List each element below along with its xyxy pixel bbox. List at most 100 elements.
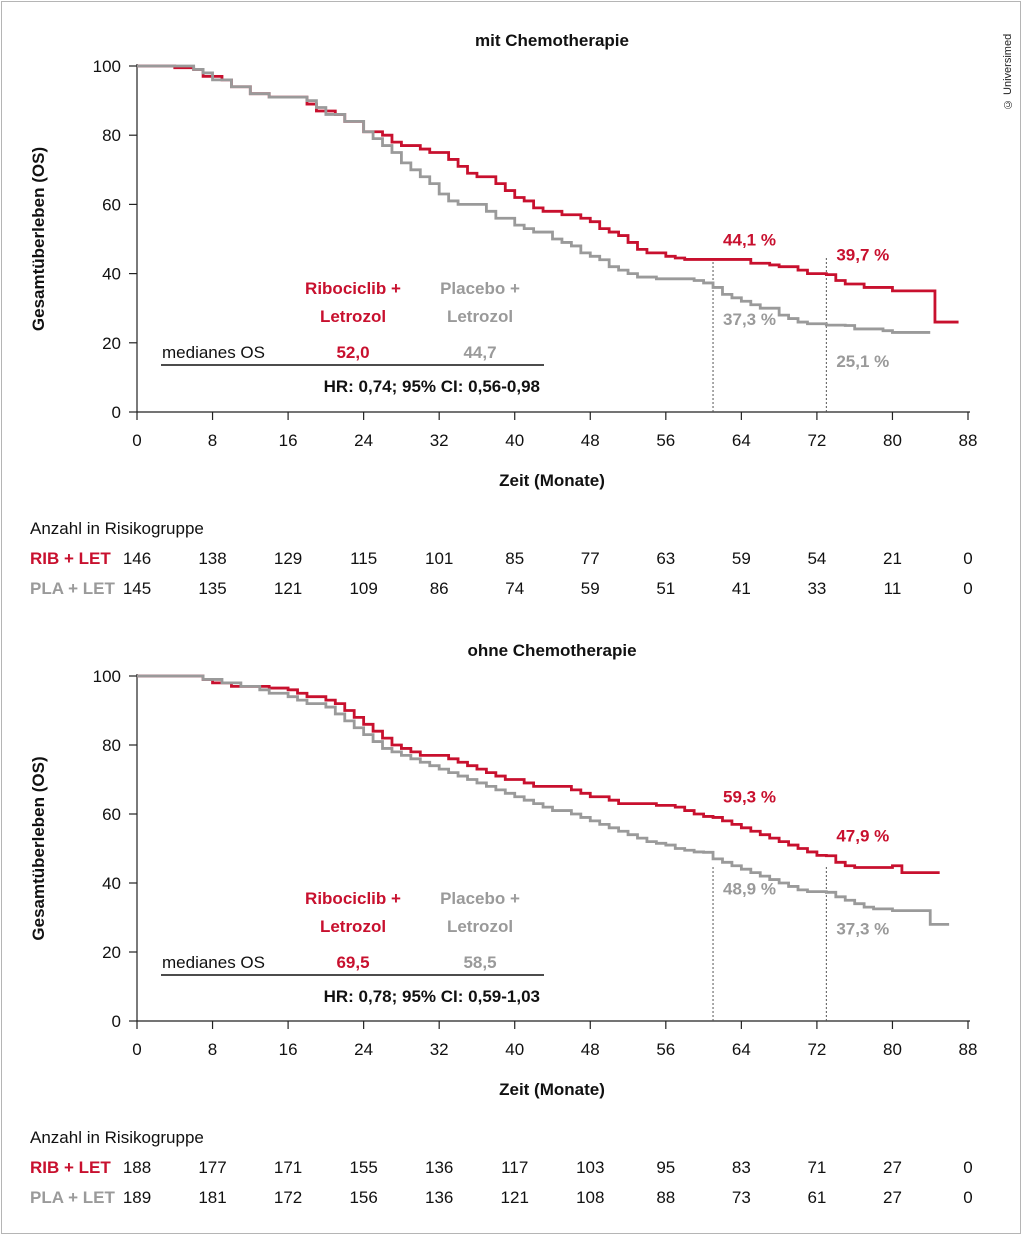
- at-risk-label-pla-let: PLA + LET: [30, 579, 115, 598]
- x-tick-label: 88: [959, 431, 978, 450]
- at-risk-count: 54: [807, 549, 826, 568]
- median-os-label: medianes OS: [162, 953, 265, 972]
- at-risk-count: 85: [505, 549, 524, 568]
- at-risk-count: 74: [505, 579, 524, 598]
- x-axis-label: Zeit (Monate): [499, 471, 605, 490]
- y-tick-label: 20: [102, 334, 121, 353]
- y-tick-label: 80: [102, 736, 121, 755]
- x-tick-label: 0: [132, 431, 141, 450]
- at-risk-count: 121: [274, 579, 302, 598]
- at-risk-count: 155: [349, 1158, 377, 1177]
- legend-ribociclib-line1: Ribociclib +: [305, 279, 401, 298]
- at-risk-count: 189: [123, 1188, 151, 1207]
- legend-ribociclib-line2: Letrozol: [320, 307, 386, 326]
- y-axis-label: Gesamtüberleben (OS): [29, 756, 48, 940]
- x-tick-label: 16: [279, 431, 298, 450]
- y-tick-label: 40: [102, 874, 121, 893]
- y-tick-label: 20: [102, 943, 121, 962]
- at-risk-count: 86: [430, 579, 449, 598]
- at-risk-count: 27: [883, 1188, 902, 1207]
- at-risk-count: 0: [963, 579, 972, 598]
- x-tick-label: 56: [656, 431, 675, 450]
- at-risk-count: 188: [123, 1158, 151, 1177]
- at-risk-count: 135: [198, 579, 226, 598]
- x-tick-label: 80: [883, 1040, 902, 1059]
- hazard-ratio-text: HR: 0,78; 95% CI: 0,59-1,03: [324, 987, 540, 1006]
- median-os-placebo: 44,7: [463, 343, 496, 362]
- survival-annotation: 59,3 %: [723, 787, 776, 806]
- at-risk-count: 77: [581, 549, 600, 568]
- x-axis-label: Zeit (Monate): [499, 1080, 605, 1099]
- at-risk-count: 136: [425, 1158, 453, 1177]
- at-risk-count: 145: [123, 579, 151, 598]
- legend-placebo-line1: Placebo +: [440, 889, 520, 908]
- series-line-placebo: [137, 64, 931, 334]
- series-line-ribociclib: [137, 64, 959, 324]
- y-tick-label: 60: [102, 195, 121, 214]
- median-os-ribociclib: 69,5: [336, 953, 369, 972]
- legend-ribociclib-line1: Ribociclib +: [305, 889, 401, 908]
- at-risk-count: 129: [274, 549, 302, 568]
- survival-annotation: 44,1 %: [723, 230, 776, 249]
- at-risk-count: 59: [581, 579, 600, 598]
- at-risk-count: 71: [807, 1158, 826, 1177]
- at-risk-count: 95: [656, 1158, 675, 1177]
- x-tick-label: 40: [505, 431, 524, 450]
- at-risk-count: 181: [198, 1188, 226, 1207]
- survival-annotation: 39,7 %: [836, 246, 889, 265]
- y-tick-label: 100: [93, 57, 121, 76]
- legend-ribociclib-line2: Letrozol: [320, 917, 386, 936]
- legend-placebo-line2: Letrozol: [447, 307, 513, 326]
- at-risk-count: 0: [963, 549, 972, 568]
- at-risk-count: 51: [656, 579, 675, 598]
- at-risk-count: 59: [732, 549, 751, 568]
- x-tick-label: 32: [430, 431, 449, 450]
- y-tick-label: 60: [102, 805, 121, 824]
- at-risk-count: 146: [123, 549, 151, 568]
- y-tick-label: 0: [112, 403, 121, 422]
- x-tick-label: 0: [132, 1040, 141, 1059]
- x-tick-label: 8: [208, 1040, 217, 1059]
- at-risk-count: 136: [425, 1188, 453, 1207]
- x-tick-label: 24: [354, 1040, 373, 1059]
- series-line-placebo: [137, 674, 950, 926]
- at-risk-count: 88: [656, 1188, 675, 1207]
- y-tick-label: 100: [93, 667, 121, 686]
- x-tick-label: 88: [959, 1040, 978, 1059]
- x-tick-label: 40: [505, 1040, 524, 1059]
- at-risk-count: 11: [884, 579, 902, 598]
- x-tick-label: 16: [279, 1040, 298, 1059]
- at-risk-count: 83: [732, 1158, 751, 1177]
- y-tick-label: 80: [102, 126, 121, 145]
- chart-title: ohne Chemotherapie: [467, 641, 636, 660]
- at-risk-count: 177: [198, 1158, 226, 1177]
- at-risk-count: 41: [732, 579, 751, 598]
- at-risk-count: 117: [501, 1158, 528, 1177]
- survival-annotation: 48,9 %: [723, 879, 776, 898]
- hazard-ratio-text: HR: 0,74; 95% CI: 0,56-0,98: [324, 377, 540, 396]
- survival-annotation: 47,9 %: [836, 827, 889, 846]
- at-risk-title: Anzahl in Risikogruppe: [30, 519, 204, 538]
- at-risk-count: 156: [349, 1188, 377, 1207]
- at-risk-count: 121: [501, 1188, 529, 1207]
- at-risk-count: 27: [883, 1158, 902, 1177]
- y-tick-label: 40: [102, 265, 121, 284]
- legend-placebo-line1: Placebo +: [440, 279, 520, 298]
- x-tick-label: 48: [581, 1040, 600, 1059]
- at-risk-title: Anzahl in Risikogruppe: [30, 1128, 204, 1147]
- x-tick-label: 80: [883, 431, 902, 450]
- at-risk-label-rib-let: RIB + LET: [30, 549, 111, 568]
- survival-annotation: 25,1 %: [836, 352, 889, 371]
- survival-annotation: 37,3 %: [723, 310, 776, 329]
- x-tick-label: 72: [807, 431, 826, 450]
- at-risk-count: 61: [807, 1188, 826, 1207]
- y-tick-label: 0: [112, 1012, 121, 1031]
- x-tick-label: 48: [581, 431, 600, 450]
- at-risk-count: 21: [883, 549, 902, 568]
- x-tick-label: 64: [732, 1040, 751, 1059]
- median-os-label: medianes OS: [162, 343, 265, 362]
- at-risk-count: 109: [349, 579, 377, 598]
